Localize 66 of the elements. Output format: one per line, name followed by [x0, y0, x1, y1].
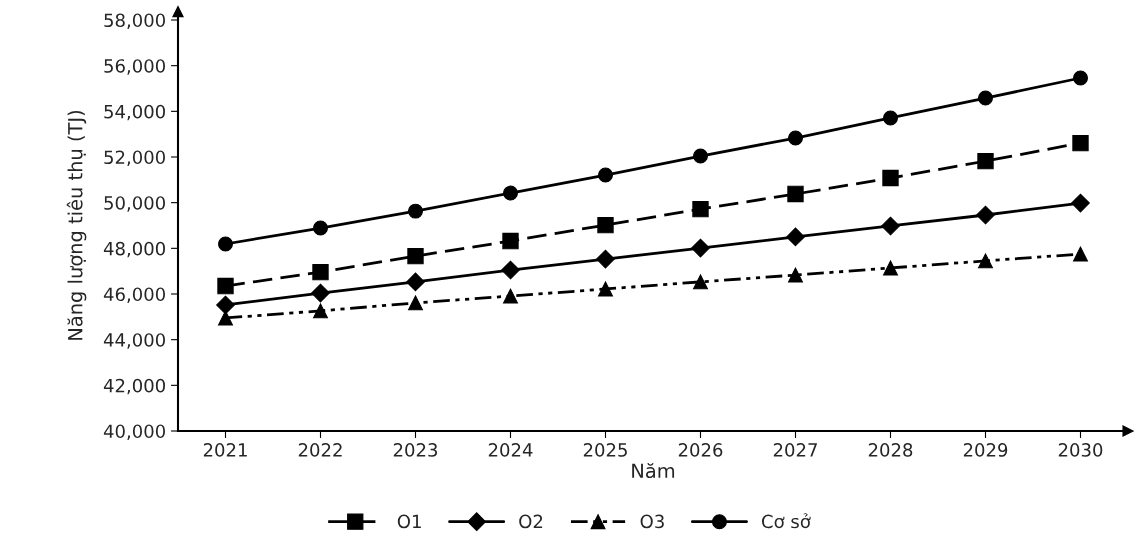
point: [788, 267, 803, 283]
point: [786, 227, 805, 247]
y-tick-label: 56,000: [104, 59, 165, 75]
point: [503, 288, 518, 304]
point: [408, 203, 423, 219]
point: [598, 281, 613, 297]
x-tick-label: 2026: [678, 443, 723, 457]
x-tick-label: 2027: [773, 443, 817, 457]
point: [1072, 134, 1089, 152]
x-axis-title: Năm: [632, 462, 675, 479]
point: [787, 185, 804, 203]
point: [883, 260, 898, 276]
point: [881, 216, 900, 236]
point: [788, 130, 803, 146]
y-tick-label: 40,000: [103, 424, 165, 440]
point: [978, 253, 993, 269]
y-tick-label: 58,000: [104, 13, 165, 29]
point: [691, 238, 710, 258]
point: [693, 148, 708, 164]
point: [502, 232, 519, 250]
point: [312, 263, 329, 281]
x-tick-label: 2025: [583, 443, 627, 457]
x-tick-label: 2030: [1058, 443, 1103, 457]
point: [407, 247, 424, 265]
point: [313, 220, 328, 236]
point: [1073, 246, 1088, 262]
y-tick-label: 48,000: [103, 241, 165, 258]
point: [598, 167, 613, 183]
y-tick-label: 50,000: [104, 196, 165, 212]
point: [501, 260, 520, 280]
x-tick-label: 2023: [393, 443, 438, 457]
legend-label: Cơ sở: [761, 513, 811, 529]
point: [408, 295, 423, 311]
point: [1073, 70, 1088, 86]
x-tick-label: 2021: [203, 443, 247, 457]
point: [976, 205, 995, 225]
point: [882, 169, 899, 187]
legend-label: O3: [640, 514, 664, 529]
y-tick-label: 46,000: [103, 287, 165, 303]
y-axis-title: Năng lượng tiêu thụ (TJ): [66, 110, 87, 340]
point: [597, 216, 614, 234]
y-tick-label: 44,000: [103, 333, 165, 349]
point: [216, 295, 235, 315]
point: [406, 272, 425, 292]
point: [218, 236, 233, 252]
point: [218, 310, 233, 326]
point: [1071, 193, 1090, 213]
y-tick-label: 42,000: [103, 378, 165, 395]
point: [503, 185, 518, 201]
legend-label: O1: [397, 514, 421, 529]
x-tick-label: 2029: [963, 443, 1008, 457]
x-tick-label: 2024: [488, 443, 533, 457]
point: [883, 110, 898, 126]
point: [978, 90, 993, 106]
point: [311, 283, 330, 303]
point: [977, 152, 994, 170]
legend-label: O2: [519, 514, 543, 529]
point: [693, 274, 708, 290]
y-tick-label: 54,000: [104, 104, 165, 121]
point: [596, 249, 615, 269]
x-tick-label: 2022: [298, 443, 342, 457]
point: [217, 277, 234, 295]
point: [313, 303, 328, 319]
point: [692, 200, 709, 218]
y-tick-label: 52,000: [104, 150, 165, 166]
x-tick-label: 2028: [868, 443, 913, 457]
